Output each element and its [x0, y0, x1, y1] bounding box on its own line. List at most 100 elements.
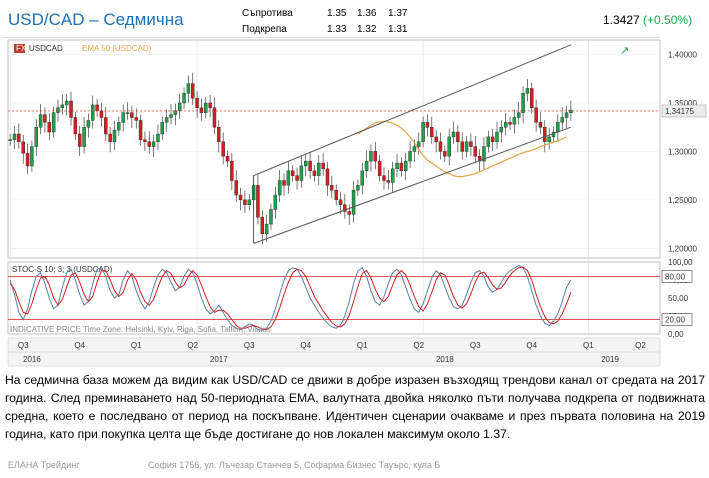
candle-body	[408, 151, 412, 162]
candle-body	[221, 141, 225, 157]
candle-body	[360, 170, 364, 186]
candle-body	[556, 122, 560, 133]
price-tick-label: 1,25000	[668, 196, 697, 205]
indicative-label: INDICATIVE PRICE Time Zone: Helsinki, Ky…	[10, 325, 271, 334]
candle-body	[369, 151, 373, 162]
candle-body	[482, 146, 486, 162]
candle-body	[412, 146, 417, 152]
candle-body	[21, 141, 25, 154]
candle-body	[473, 146, 477, 157]
candle-body	[164, 117, 169, 123]
candle-body	[321, 162, 325, 170]
candle-body	[469, 141, 473, 147]
time-label: 2019	[601, 355, 619, 364]
candle-body	[173, 110, 178, 115]
time-label: Q4	[300, 341, 311, 350]
symbol-icon-text: FX	[16, 44, 27, 53]
candle-body	[225, 156, 230, 162]
time-label: Q1	[357, 341, 368, 350]
candle-body	[243, 199, 247, 205]
stoch-title: STOC-S 10; 3; 3 (USDCAD)	[12, 265, 113, 274]
candle-body	[17, 133, 21, 142]
candle-body	[495, 131, 499, 142]
ema50-line	[357, 120, 567, 178]
candle-body	[256, 185, 260, 218]
candle-body	[260, 217, 265, 234]
candle-body	[569, 109, 573, 113]
candle-body	[534, 107, 538, 123]
candle-body	[91, 104, 95, 121]
candle-body	[295, 175, 299, 181]
resistance-value-3: 1.37	[388, 8, 408, 19]
candle-body	[143, 139, 147, 142]
candle-body	[395, 162, 399, 170]
candle-body	[343, 204, 347, 212]
time-label: Q3	[470, 341, 481, 350]
candle-body	[438, 141, 443, 152]
candle-body	[108, 133, 112, 142]
price-tick-label: 1,20000	[668, 244, 697, 253]
stoch-d-line	[9, 266, 572, 331]
candle-body	[382, 175, 386, 181]
candle-body	[230, 160, 234, 181]
time-label: 2017	[210, 355, 228, 364]
candle-body	[73, 117, 78, 135]
price-change: (+0.50%)	[643, 13, 693, 27]
candle-body	[77, 133, 82, 147]
last-price-tag	[661, 104, 707, 118]
time-label: Q2	[635, 341, 646, 350]
candle-body	[186, 83, 191, 94]
candle-body	[282, 180, 286, 186]
candle-body	[238, 194, 243, 201]
candle-body	[286, 170, 291, 186]
candle-body	[399, 162, 404, 172]
candle-body	[104, 117, 108, 135]
time-label: Q1	[583, 341, 594, 350]
candle-body	[308, 160, 312, 172]
candle-body	[456, 131, 460, 142]
candle-body	[56, 107, 60, 113]
stoch-tick-label: 50,00	[668, 294, 689, 303]
candle-body	[151, 141, 156, 147]
candle-body	[191, 83, 195, 99]
candle-body	[64, 100, 69, 106]
stochastic-panel: STOC-S 10; 3; 3 (USDCAD)100,0075,0050,00…	[8, 258, 693, 339]
candle-body	[217, 126, 221, 142]
candle-body	[117, 122, 121, 131]
support-value-1: 1.33	[327, 24, 347, 35]
legend-ema: EMA 50 (USDCAD)	[82, 44, 152, 53]
chart-frame	[7, 39, 661, 367]
candle-body	[38, 114, 43, 128]
candle-body	[543, 126, 547, 142]
candle-body	[386, 180, 391, 183]
candle-body	[317, 162, 321, 176]
channel-lower-line	[253, 126, 572, 244]
candle-body	[247, 199, 251, 205]
candle-body	[517, 112, 521, 118]
candle-body	[525, 88, 530, 94]
candle-body	[373, 151, 378, 162]
candle-body	[277, 180, 282, 196]
candle-body	[199, 107, 204, 113]
candle-body	[156, 133, 160, 142]
candle-body	[30, 146, 34, 167]
candle-body	[177, 102, 182, 111]
time-label: 2016	[23, 355, 41, 364]
candle-body	[134, 117, 138, 121]
footer-company: ЕЛАНА Трейдинг	[8, 460, 80, 470]
candle-body	[464, 141, 469, 152]
candle-body	[25, 153, 30, 167]
candle-body	[547, 136, 551, 142]
stoch-tick-label: 0,00	[668, 330, 684, 339]
candle-body	[8, 139, 12, 141]
candle-body	[560, 117, 564, 123]
candle-body	[234, 180, 238, 196]
price-tick-label: 1,35000	[668, 99, 697, 108]
candle-body	[69, 100, 73, 118]
time-axis: Q3 Q4 Q1 Q2 Q3 Q4 Q1 Q2 Q3 Q4 Q1 Q2 2016 2017 2018 2019	[18, 341, 646, 364]
candle-body	[451, 131, 456, 138]
time-label: Q1	[131, 341, 142, 350]
time-label: 2018	[436, 355, 454, 364]
candle-body	[443, 151, 447, 157]
candle-body	[304, 160, 308, 167]
